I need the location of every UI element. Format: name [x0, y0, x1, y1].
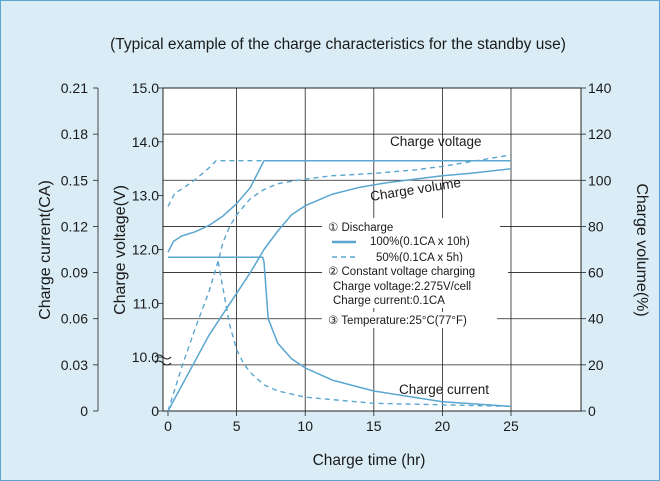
volume-tick-label: 120 [588, 126, 612, 142]
x-tick-label: 0 [164, 418, 172, 434]
x-tick-label: 5 [233, 418, 241, 434]
voltage-tick-label: 13.0 [132, 188, 159, 204]
curves [167, 154, 512, 412]
volume-dashed-curve [167, 154, 512, 412]
volume-tick-label: 80 [588, 218, 604, 234]
x-tick-label: 20 [435, 418, 451, 434]
current-tick-label: 0.12 [61, 218, 88, 234]
legend-charging-current: Charge current:0.1CA [333, 295, 445, 307]
legend-charging-bg [322, 262, 508, 308]
charge-voltage-label: Charge voltage [390, 134, 482, 149]
current-tick-label: 0.03 [61, 357, 88, 373]
volume-tick-label: 60 [588, 265, 604, 281]
x-tick-label: 15 [366, 418, 382, 434]
voltage-tick-label: 0 [151, 403, 159, 419]
current-solid-curve [168, 256, 512, 408]
current-dashed-curve [168, 256, 512, 408]
current-tick-label: 0.09 [61, 265, 88, 281]
charge-current-label: Charge current [399, 382, 489, 397]
voltage-tick-label: 15.0 [132, 80, 159, 96]
voltage-tick-label: 12.0 [132, 242, 159, 258]
legend-discharge-solid: 100%(0.1CA x 10h) [370, 236, 470, 248]
axes [93, 87, 586, 416]
volume-tick-label: 20 [588, 357, 604, 373]
voltage-axis-label: Charge voltage(V) [112, 185, 129, 315]
x-tick-label: 25 [503, 418, 519, 434]
x-tick-label: 10 [297, 418, 313, 434]
voltage-tick-label: 10.0 [132, 349, 159, 365]
voltage-tick-label: 14.0 [132, 134, 159, 150]
voltage-axis-break [154, 354, 172, 366]
current-tick-label: 0.06 [61, 311, 88, 327]
voltage-tick-label: 11.0 [133, 295, 159, 311]
chart-title: (Typical example of the charge character… [110, 36, 566, 53]
legend-discharge-title: ① Discharge [328, 222, 393, 234]
current-tick-label: 0.18 [61, 126, 88, 142]
volume-tick-label: 40 [588, 311, 604, 327]
legend-charging-title: ② Constant voltage charging [328, 266, 475, 278]
legend-temperature-bg [322, 312, 497, 328]
grid-lines [163, 88, 581, 411]
current-tick-label: 0.15 [61, 172, 88, 188]
volume-tick-label: 0 [588, 403, 596, 419]
legend: ① Discharge 100%(0.1CA x 10h) 50%(0.1CA … [322, 218, 508, 328]
legend-temperature: ③ Temperature:25°C(77°F) [328, 315, 467, 327]
current-tick-label: 0.21 [61, 80, 88, 96]
tick-labels: 0 5 10 15 20 25 0 0.03 0.06 0.09 0.12 0.15 0.18 0.21 0… [61, 80, 612, 434]
volume-tick-label: 140 [588, 80, 612, 96]
current-axis-label: Charge current(CA) [37, 180, 54, 320]
volume-solid-curve [167, 168, 512, 412]
legend-charging-voltage: Charge voltage:2.275V/cell [333, 281, 471, 293]
volume-axis-label: Charge volume(%) [633, 183, 650, 316]
x-axis-label: Charge time (hr) [313, 452, 426, 469]
current-tick-label: 0 [80, 403, 88, 419]
voltage-dashed-curve [167, 159, 511, 207]
volume-tick-label: 100 [588, 172, 612, 188]
legend-discharge-dashed: 50%(0.1CA x 5h) [376, 252, 463, 264]
